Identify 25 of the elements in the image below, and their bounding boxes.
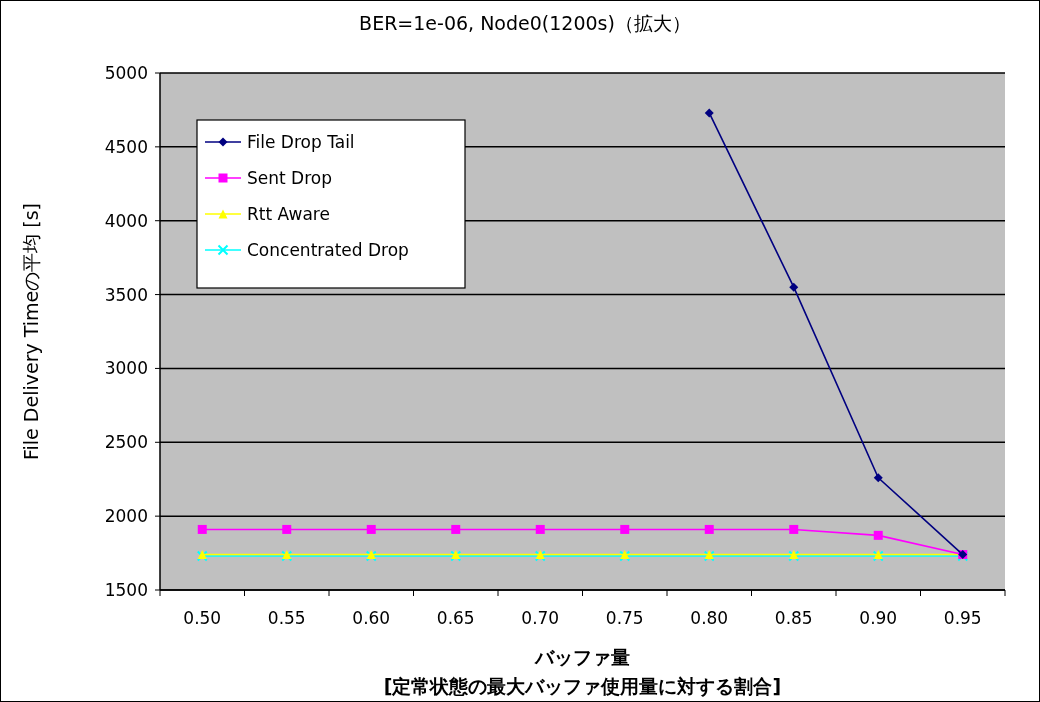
x-tick-label: 0.85: [774, 608, 813, 628]
y-tick-label: 5000: [104, 63, 148, 83]
x-tick-label: 0.75: [605, 608, 644, 628]
y-tick-label: 4500: [104, 136, 148, 157]
x-tick-label: 0.60: [352, 608, 391, 628]
y-tick-label: 2500: [104, 432, 148, 453]
y-axis-title: File Delivery Timeの平均 [s]: [20, 202, 42, 461]
x-axis-title: バッファ量 [定常状態の最大バッファ使用量に対する割合]: [383, 646, 782, 697]
x-tick-label: 0.70: [521, 608, 560, 628]
legend-label: Rtt Aware: [247, 204, 330, 224]
y-tick-label: 2000: [104, 506, 148, 527]
x-tick-label: 0.90: [859, 608, 898, 628]
y-tick-label: 3000: [104, 358, 148, 379]
legend-label: Concentrated Drop: [247, 240, 409, 260]
x-tick-label: 0.65: [436, 608, 475, 628]
y-tick-label: 3500: [104, 284, 148, 305]
x-tick-label: 0.95: [943, 608, 982, 628]
x-tick-label: 0.50: [183, 608, 222, 628]
legend-label: Sent Drop: [247, 168, 332, 188]
y-tick-label: 4000: [104, 210, 148, 231]
chart-title: BER=1e-06, Node0(1200s)（拡大）: [359, 12, 691, 34]
y-tick-label: 1500: [104, 580, 148, 600]
x-tick-label: 0.55: [267, 608, 306, 628]
x-tick-label: 0.80: [690, 608, 729, 628]
legend-label: File Drop Tail: [247, 132, 355, 152]
